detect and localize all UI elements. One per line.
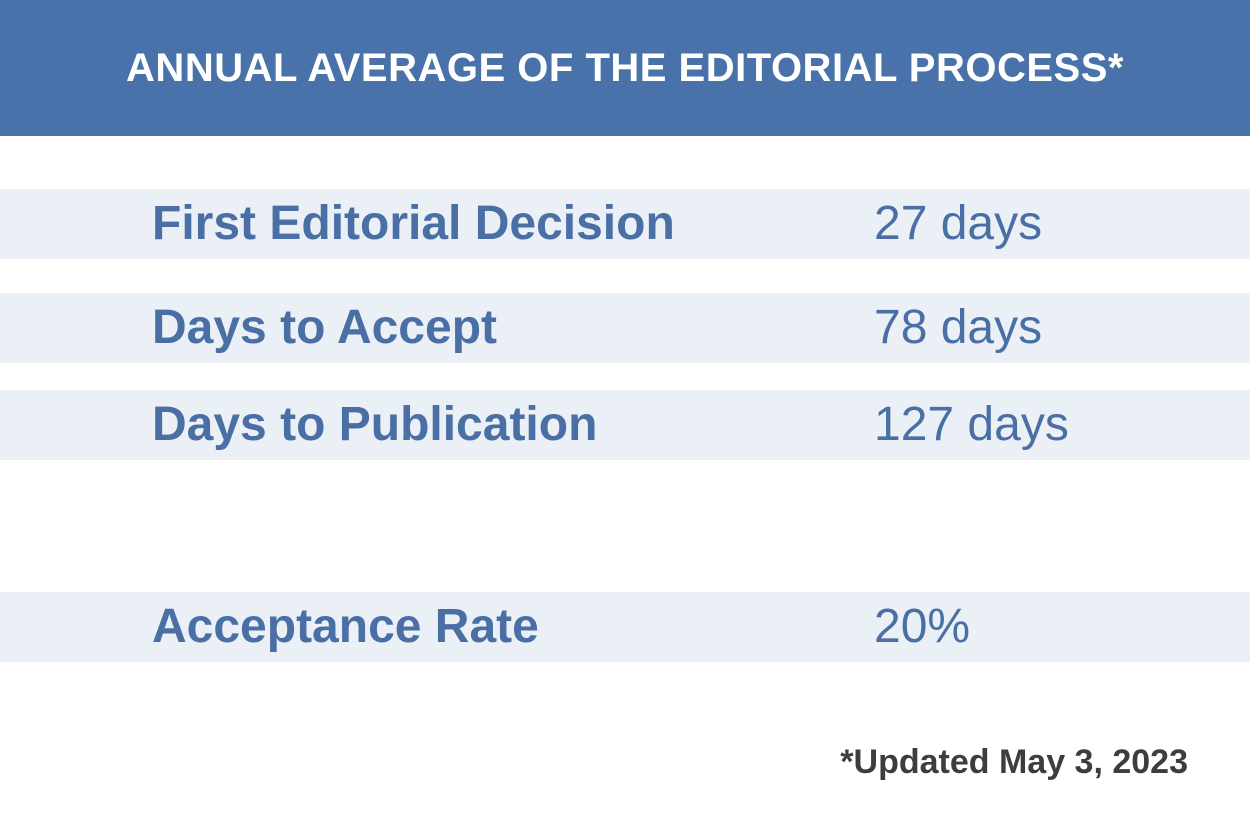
stat-row-first-editorial-decision: First Editorial Decision 27 days	[0, 189, 1250, 259]
stat-label: Days to Accept	[152, 301, 497, 354]
stat-label: Days to Publication	[152, 398, 598, 451]
page-title: ANNUAL AVERAGE OF THE EDITORIAL PROCESS*	[126, 46, 1124, 90]
stat-label: First Editorial Decision	[152, 197, 675, 250]
stat-row-days-to-accept: Days to Accept 78 days	[0, 293, 1250, 363]
stat-label: Acceptance Rate	[152, 600, 539, 653]
header-banner: ANNUAL AVERAGE OF THE EDITORIAL PROCESS*	[0, 0, 1250, 136]
stat-row-days-to-publication: Days to Publication 127 days	[0, 390, 1250, 460]
updated-footnote: *Updated May 3, 2023	[840, 743, 1188, 781]
stat-value: 78 days	[874, 301, 1043, 354]
stat-value: 20%	[874, 600, 971, 653]
stat-row-acceptance-rate: Acceptance Rate 20%	[0, 592, 1250, 662]
stat-value: 27 days	[874, 197, 1043, 250]
stat-value: 127 days	[874, 398, 1069, 451]
